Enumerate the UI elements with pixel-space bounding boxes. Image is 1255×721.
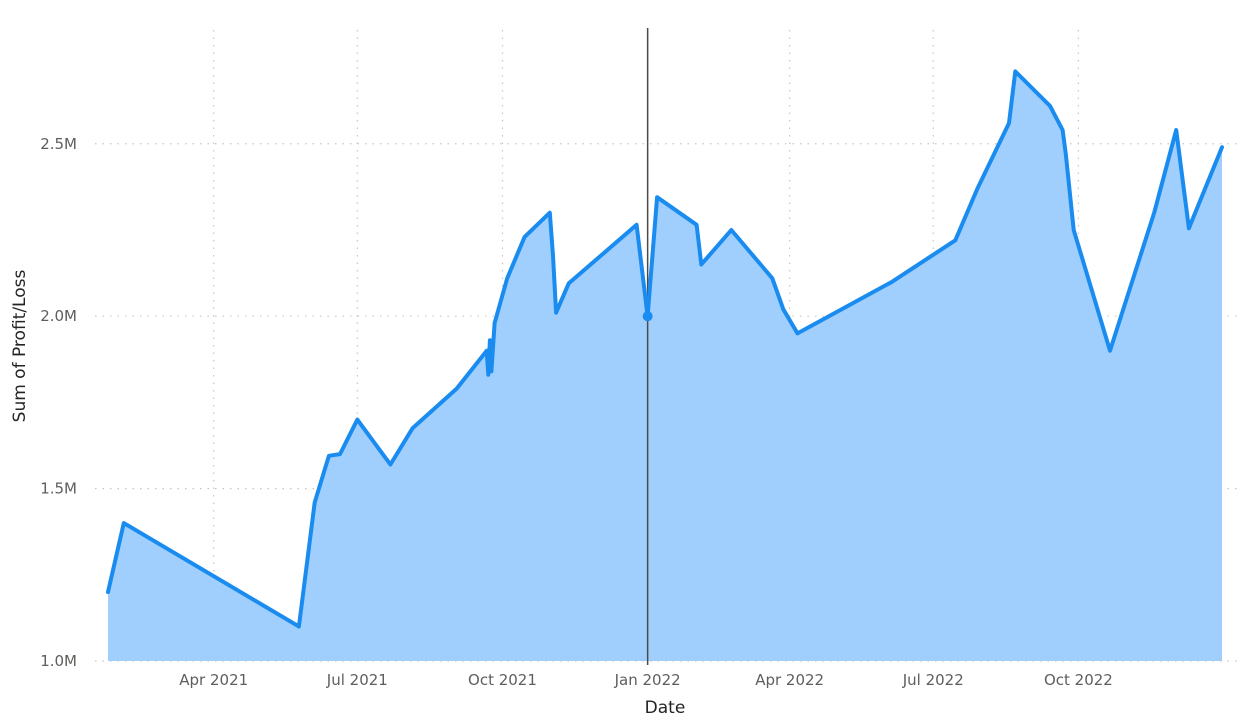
data-point[interactable] — [953, 238, 957, 242]
data-point[interactable] — [327, 454, 331, 458]
data-point[interactable] — [635, 223, 639, 227]
data-point[interactable] — [1064, 152, 1068, 156]
data-point[interactable] — [781, 307, 785, 311]
data-point[interactable] — [411, 426, 415, 430]
data-point[interactable] — [488, 338, 492, 342]
data-point[interactable] — [493, 321, 497, 325]
data-point[interactable] — [1108, 349, 1112, 353]
series-area-layer — [108, 71, 1222, 661]
series-line-layer — [106, 69, 1224, 629]
data-point[interactable] — [890, 280, 894, 284]
data-point[interactable] — [505, 276, 509, 280]
x-tick-label: Jul 2021 — [326, 671, 388, 689]
data-point[interactable] — [646, 314, 650, 318]
data-point[interactable] — [655, 195, 659, 199]
data-point[interactable] — [388, 462, 392, 466]
data-point[interactable] — [489, 369, 493, 373]
data-point[interactable] — [770, 276, 774, 280]
data-point[interactable] — [486, 373, 490, 377]
data-point[interactable] — [1061, 128, 1065, 132]
data-point[interactable] — [729, 228, 733, 232]
data-point[interactable] — [796, 331, 800, 335]
data-point[interactable] — [975, 187, 979, 191]
data-point[interactable] — [551, 254, 555, 258]
data-point[interactable] — [1013, 69, 1017, 73]
x-axis-ticks: Apr 2021 Jul 2021 Oct 2021 Jan 2022 Apr 2022… — [179, 671, 1113, 689]
x-tick-label: Apr 2022 — [755, 671, 824, 689]
x-axis-title: Date — [645, 698, 686, 718]
data-point[interactable] — [1174, 128, 1178, 132]
y-tick-label: 2.5M — [40, 135, 77, 153]
x-tick-label: Jul 2022 — [902, 671, 964, 689]
x-tick-label: Apr 2021 — [179, 671, 248, 689]
x-tick-label: Oct 2021 — [468, 671, 537, 689]
data-point[interactable] — [106, 590, 110, 594]
data-point[interactable] — [1007, 121, 1011, 125]
x-tick-label: Oct 2022 — [1044, 671, 1113, 689]
data-point[interactable] — [523, 235, 527, 239]
x-tick-label: Jan 2022 — [614, 671, 681, 689]
data-point[interactable] — [567, 281, 571, 285]
data-point[interactable] — [548, 211, 552, 215]
data-point[interactable] — [485, 349, 489, 353]
data-point[interactable] — [695, 223, 699, 227]
data-point[interactable] — [1048, 104, 1052, 108]
data-point[interactable] — [1220, 145, 1224, 149]
y-axis-ticks: 1.0M 1.5M 2.0M 2.5M — [40, 135, 77, 670]
data-point[interactable] — [313, 500, 317, 504]
series-area — [108, 71, 1222, 661]
data-point[interactable] — [1187, 226, 1191, 230]
y-tick-label: 1.0M — [40, 652, 77, 670]
y-axis-title: Sum of Profit/Loss — [10, 270, 30, 423]
data-point[interactable] — [338, 452, 342, 456]
y-tick-label: 1.5M — [40, 480, 77, 498]
data-point[interactable] — [699, 262, 703, 266]
series-line — [106, 69, 1224, 629]
hover-data-point[interactable] — [642, 311, 653, 322]
data-point[interactable] — [122, 521, 126, 525]
data-point[interactable] — [455, 387, 459, 391]
data-point[interactable] — [355, 418, 359, 422]
data-point[interactable] — [297, 625, 301, 629]
data-point[interactable] — [554, 311, 558, 315]
data-point[interactable] — [1072, 228, 1076, 232]
data-point[interactable] — [1152, 211, 1156, 215]
y-tick-label: 2.0M — [40, 307, 77, 325]
